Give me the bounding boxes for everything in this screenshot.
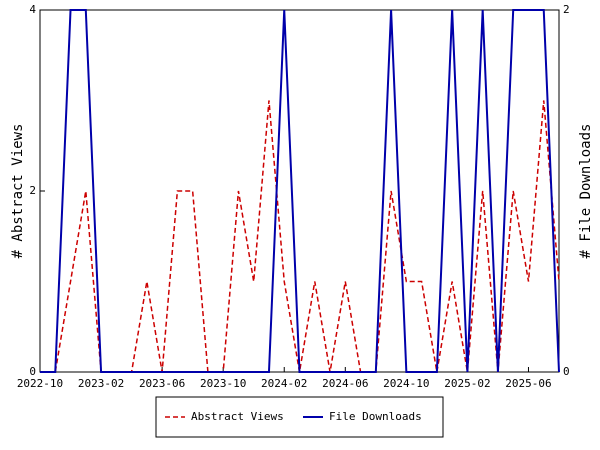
x-tick-label: 2023-06: [139, 377, 185, 390]
legend-label: Abstract Views: [191, 410, 284, 423]
y2-axis-title: # File Downloads: [578, 124, 594, 259]
y2-tick-label: 0: [563, 365, 570, 378]
x-tick-label: 2023-02: [78, 377, 124, 390]
series-line: [40, 9, 560, 373]
y-tick-label: 2: [29, 184, 36, 197]
x-tick-label: 2025-02: [444, 377, 490, 390]
x-tick-label: 2022-10: [17, 377, 63, 390]
series-line: [40, 100, 560, 373]
x-tick-label: 2024-10: [383, 377, 429, 390]
y-tick-label: 0: [29, 365, 36, 378]
y2-tick-label: 2: [563, 3, 570, 16]
x-tick-label: 2023-10: [200, 377, 246, 390]
legend-box: [155, 396, 444, 438]
legend-label: File Downloads: [329, 410, 422, 423]
y-axis-title: # Abstract Views: [10, 124, 26, 259]
x-tick-label: 2024-02: [261, 377, 307, 390]
x-tick-label: 2025-06: [505, 377, 551, 390]
y-tick-label: 4: [29, 3, 36, 16]
x-tick-label: 2024-06: [322, 377, 368, 390]
